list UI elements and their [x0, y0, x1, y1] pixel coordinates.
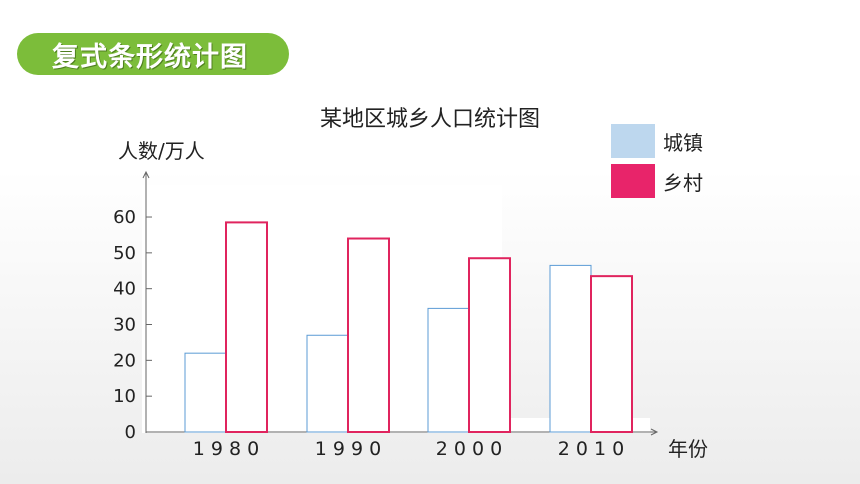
header-pill: 复式条形统计图 [17, 33, 289, 75]
y-tick-label: 40 [113, 279, 136, 300]
bar-urban-2000 [427, 307, 470, 433]
bar-rural-2000 [468, 257, 511, 433]
bar-rural-1990 [347, 237, 390, 433]
y-axis-label: 人数/万人 [118, 139, 205, 163]
bar-rural-1980 [225, 221, 268, 433]
legend-item-rural: 乡村 [611, 164, 703, 198]
bar-rural-2010 [590, 275, 633, 433]
y-tick-label: 0 [125, 422, 136, 443]
bar-urban-2010 [549, 264, 592, 433]
x-tick-label: 2 0 0 0 [436, 438, 502, 460]
y-tick-label: 50 [113, 243, 136, 264]
x-tick-label: 1 9 9 0 [315, 438, 381, 460]
legend-label: 城镇 [663, 130, 703, 155]
y-axis-arrow [142, 170, 150, 179]
y-tick-label: 20 [113, 350, 136, 371]
y-tick-label: 60 [113, 207, 136, 228]
bar-urban-1990 [306, 334, 349, 433]
x-tick-label: 2 0 1 0 [558, 438, 624, 460]
x-axis-arrow [650, 428, 659, 436]
header-title: 复式条形统计图 [52, 41, 248, 73]
x-tick-label: 1 9 8 0 [193, 438, 259, 460]
legend-item-urban: 城镇 [611, 124, 703, 158]
legend-swatch [611, 164, 655, 198]
chart-title: 某地区城乡人口统计图 [320, 107, 540, 132]
legend-swatch [611, 124, 655, 158]
legend-label: 乡村 [663, 170, 703, 195]
x-axis-label: 年份 [668, 437, 708, 461]
bar-urban-1980 [184, 352, 227, 433]
y-tick-label: 10 [113, 386, 136, 407]
y-tick-label: 30 [113, 315, 136, 336]
